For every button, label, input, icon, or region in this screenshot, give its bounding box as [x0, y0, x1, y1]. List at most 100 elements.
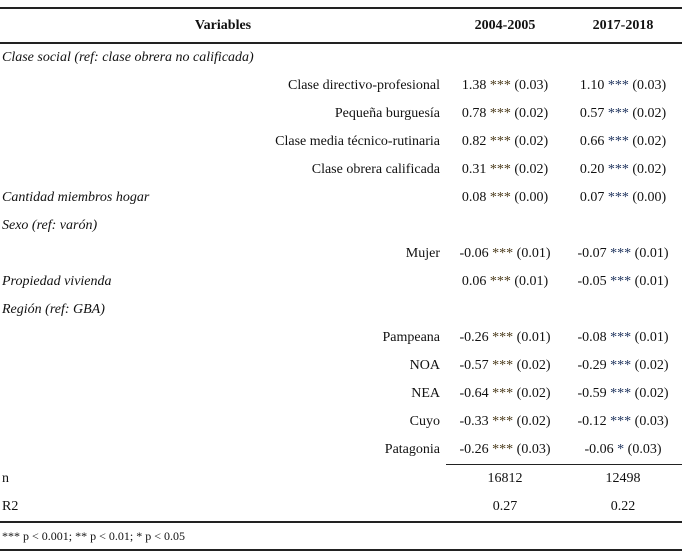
std-error: (0.03): [632, 78, 667, 93]
coef: 0.57: [579, 106, 605, 121]
value-col2: 1.10 *** (0.03): [564, 72, 682, 100]
coef: -0.57: [459, 358, 489, 373]
variable-label: NOA: [409, 358, 440, 373]
coef: 0.31: [461, 162, 487, 177]
significance-stars: ***: [607, 106, 629, 121]
value-col2: 0.57 *** (0.02): [564, 100, 682, 128]
significance-stars: ***: [492, 442, 514, 457]
std-error: (0.02): [514, 162, 549, 177]
stat-col2: 12498: [564, 464, 682, 493]
significance-stars: ***: [607, 78, 629, 93]
significance-stars: ***: [492, 246, 514, 261]
value-col1: 0.82 *** (0.02): [446, 128, 564, 156]
coef: -0.08: [577, 330, 607, 345]
std-error: (0.02): [634, 386, 669, 401]
variable-label: Clase directivo-profesional: [287, 78, 440, 93]
table-row: Propiedad vivienda 0.06 *** (0.01) -0.05 *…: [0, 268, 682, 296]
significance-stars: ***: [489, 134, 511, 149]
coef: -0.05: [577, 274, 607, 289]
variable-label: NEA: [411, 386, 440, 401]
variable-label: Propiedad vivienda: [2, 274, 112, 289]
table-row: Clase obrera calificada 0.31 *** (0.02) 0.…: [0, 156, 682, 184]
significance-stars: ***: [489, 78, 511, 93]
stat-label: R2: [2, 499, 19, 514]
category-row: Región (ref: GBA): [0, 296, 682, 324]
coef: 0.07: [579, 190, 605, 205]
significance-stars: *: [617, 442, 625, 457]
significance-stars: ***: [610, 414, 632, 429]
std-error: (0.02): [514, 106, 549, 121]
footnote-row: *** p < 0.001; ** p < 0.01; * p < 0.05: [0, 521, 682, 551]
significance-stars: ***: [489, 162, 511, 177]
std-error: (0.02): [632, 134, 667, 149]
coef: -0.29: [577, 358, 607, 373]
variable-label: Clase media técnico-rutinaria: [275, 134, 440, 149]
value-col1: 0.08 *** (0.00): [446, 184, 564, 212]
significance-stars: ***: [610, 246, 632, 261]
std-error: (0.01): [634, 274, 669, 289]
variable-label: Cantidad miembros hogar: [2, 190, 150, 205]
header-col1: 2004-2005: [446, 7, 564, 44]
significance-stars: ***: [489, 190, 511, 205]
variable-label: Pequeña burguesía: [334, 106, 440, 121]
header-row: Variables 2004-2005 2017-2018: [0, 7, 682, 44]
value-col2: -0.07 *** (0.01): [564, 240, 682, 268]
value-col2: -0.29 *** (0.02): [564, 352, 682, 380]
table-row: NEA -0.64 *** (0.02) -0.59 *** (0.02): [0, 380, 682, 408]
variable-label: Cuyo: [409, 414, 440, 429]
coef: 0.66: [579, 134, 605, 149]
std-error: (0.01): [514, 274, 549, 289]
coef: 0.82: [461, 134, 487, 149]
value-col1: -0.64 *** (0.02): [446, 380, 564, 408]
value-col2: 0.07 *** (0.00): [564, 184, 682, 212]
coef: 0.20: [579, 162, 605, 177]
value-col2: 0.66 *** (0.02): [564, 128, 682, 156]
value-col2: -0.59 *** (0.02): [564, 380, 682, 408]
table-row: NOA -0.57 *** (0.02) -0.29 *** (0.02): [0, 352, 682, 380]
std-error: (0.00): [632, 190, 667, 205]
stat-row: R2 0.27 0.22: [0, 493, 682, 522]
std-error: (0.03): [627, 442, 662, 457]
std-error: (0.02): [514, 134, 549, 149]
value-col1: -0.57 *** (0.02): [446, 352, 564, 380]
variable-label: Patagonia: [384, 442, 440, 458]
header-col2: 2017-2018: [564, 7, 682, 44]
coef: 0.06: [461, 274, 487, 289]
std-error: (0.03): [514, 78, 549, 93]
coef: -0.26: [459, 330, 489, 345]
regression-table: Variables 2004-2005 2017-2018 Clase soci…: [0, 7, 682, 551]
significance-stars: ***: [492, 358, 514, 373]
coef: -0.07: [577, 246, 607, 261]
std-error: (0.02): [516, 414, 551, 429]
std-error: (0.01): [516, 246, 551, 261]
table-row: Pampeana -0.26 *** (0.01) -0.08 *** (0.01): [0, 324, 682, 352]
table-row: Clase directivo-profesional 1.38 *** (0.0…: [0, 72, 682, 100]
coef: -0.12: [577, 414, 607, 429]
coef: 1.38: [461, 78, 487, 93]
category-row: Clase social (ref: clase obrera no calif…: [0, 43, 682, 72]
coef: -0.59: [577, 386, 607, 401]
coef: 1.10: [579, 78, 605, 93]
coef: -0.06: [584, 442, 614, 457]
variable-label: Pampeana: [382, 330, 440, 345]
value-col1: 0.06 *** (0.01): [446, 268, 564, 296]
coef: -0.64: [459, 386, 489, 401]
table-row: Pequeña burguesía 0.78 *** (0.02) 0.57 ***…: [0, 100, 682, 128]
category-row: Sexo (ref: varón): [0, 212, 682, 240]
value-col1: -0.06 *** (0.01): [446, 240, 564, 268]
std-error: (0.00): [514, 190, 549, 205]
variable-label: Mujer: [405, 246, 440, 261]
std-error: (0.03): [634, 414, 669, 429]
significance-stars: ***: [610, 330, 632, 345]
value-col1: -0.26 *** (0.01): [446, 324, 564, 352]
stat-label: n: [2, 470, 9, 486]
stat-col1: 16812: [446, 464, 564, 493]
table-row: Cantidad miembros hogar 0.08 *** (0.00) 0.…: [0, 184, 682, 212]
std-error: (0.02): [516, 386, 551, 401]
std-error: (0.01): [634, 330, 669, 345]
value-col1: -0.33 *** (0.02): [446, 408, 564, 436]
header-variables: Variables: [0, 7, 446, 44]
value-col1: 0.78 *** (0.02): [446, 100, 564, 128]
stat-col2: 0.22: [610, 499, 636, 514]
significance-stars: ***: [607, 162, 629, 177]
